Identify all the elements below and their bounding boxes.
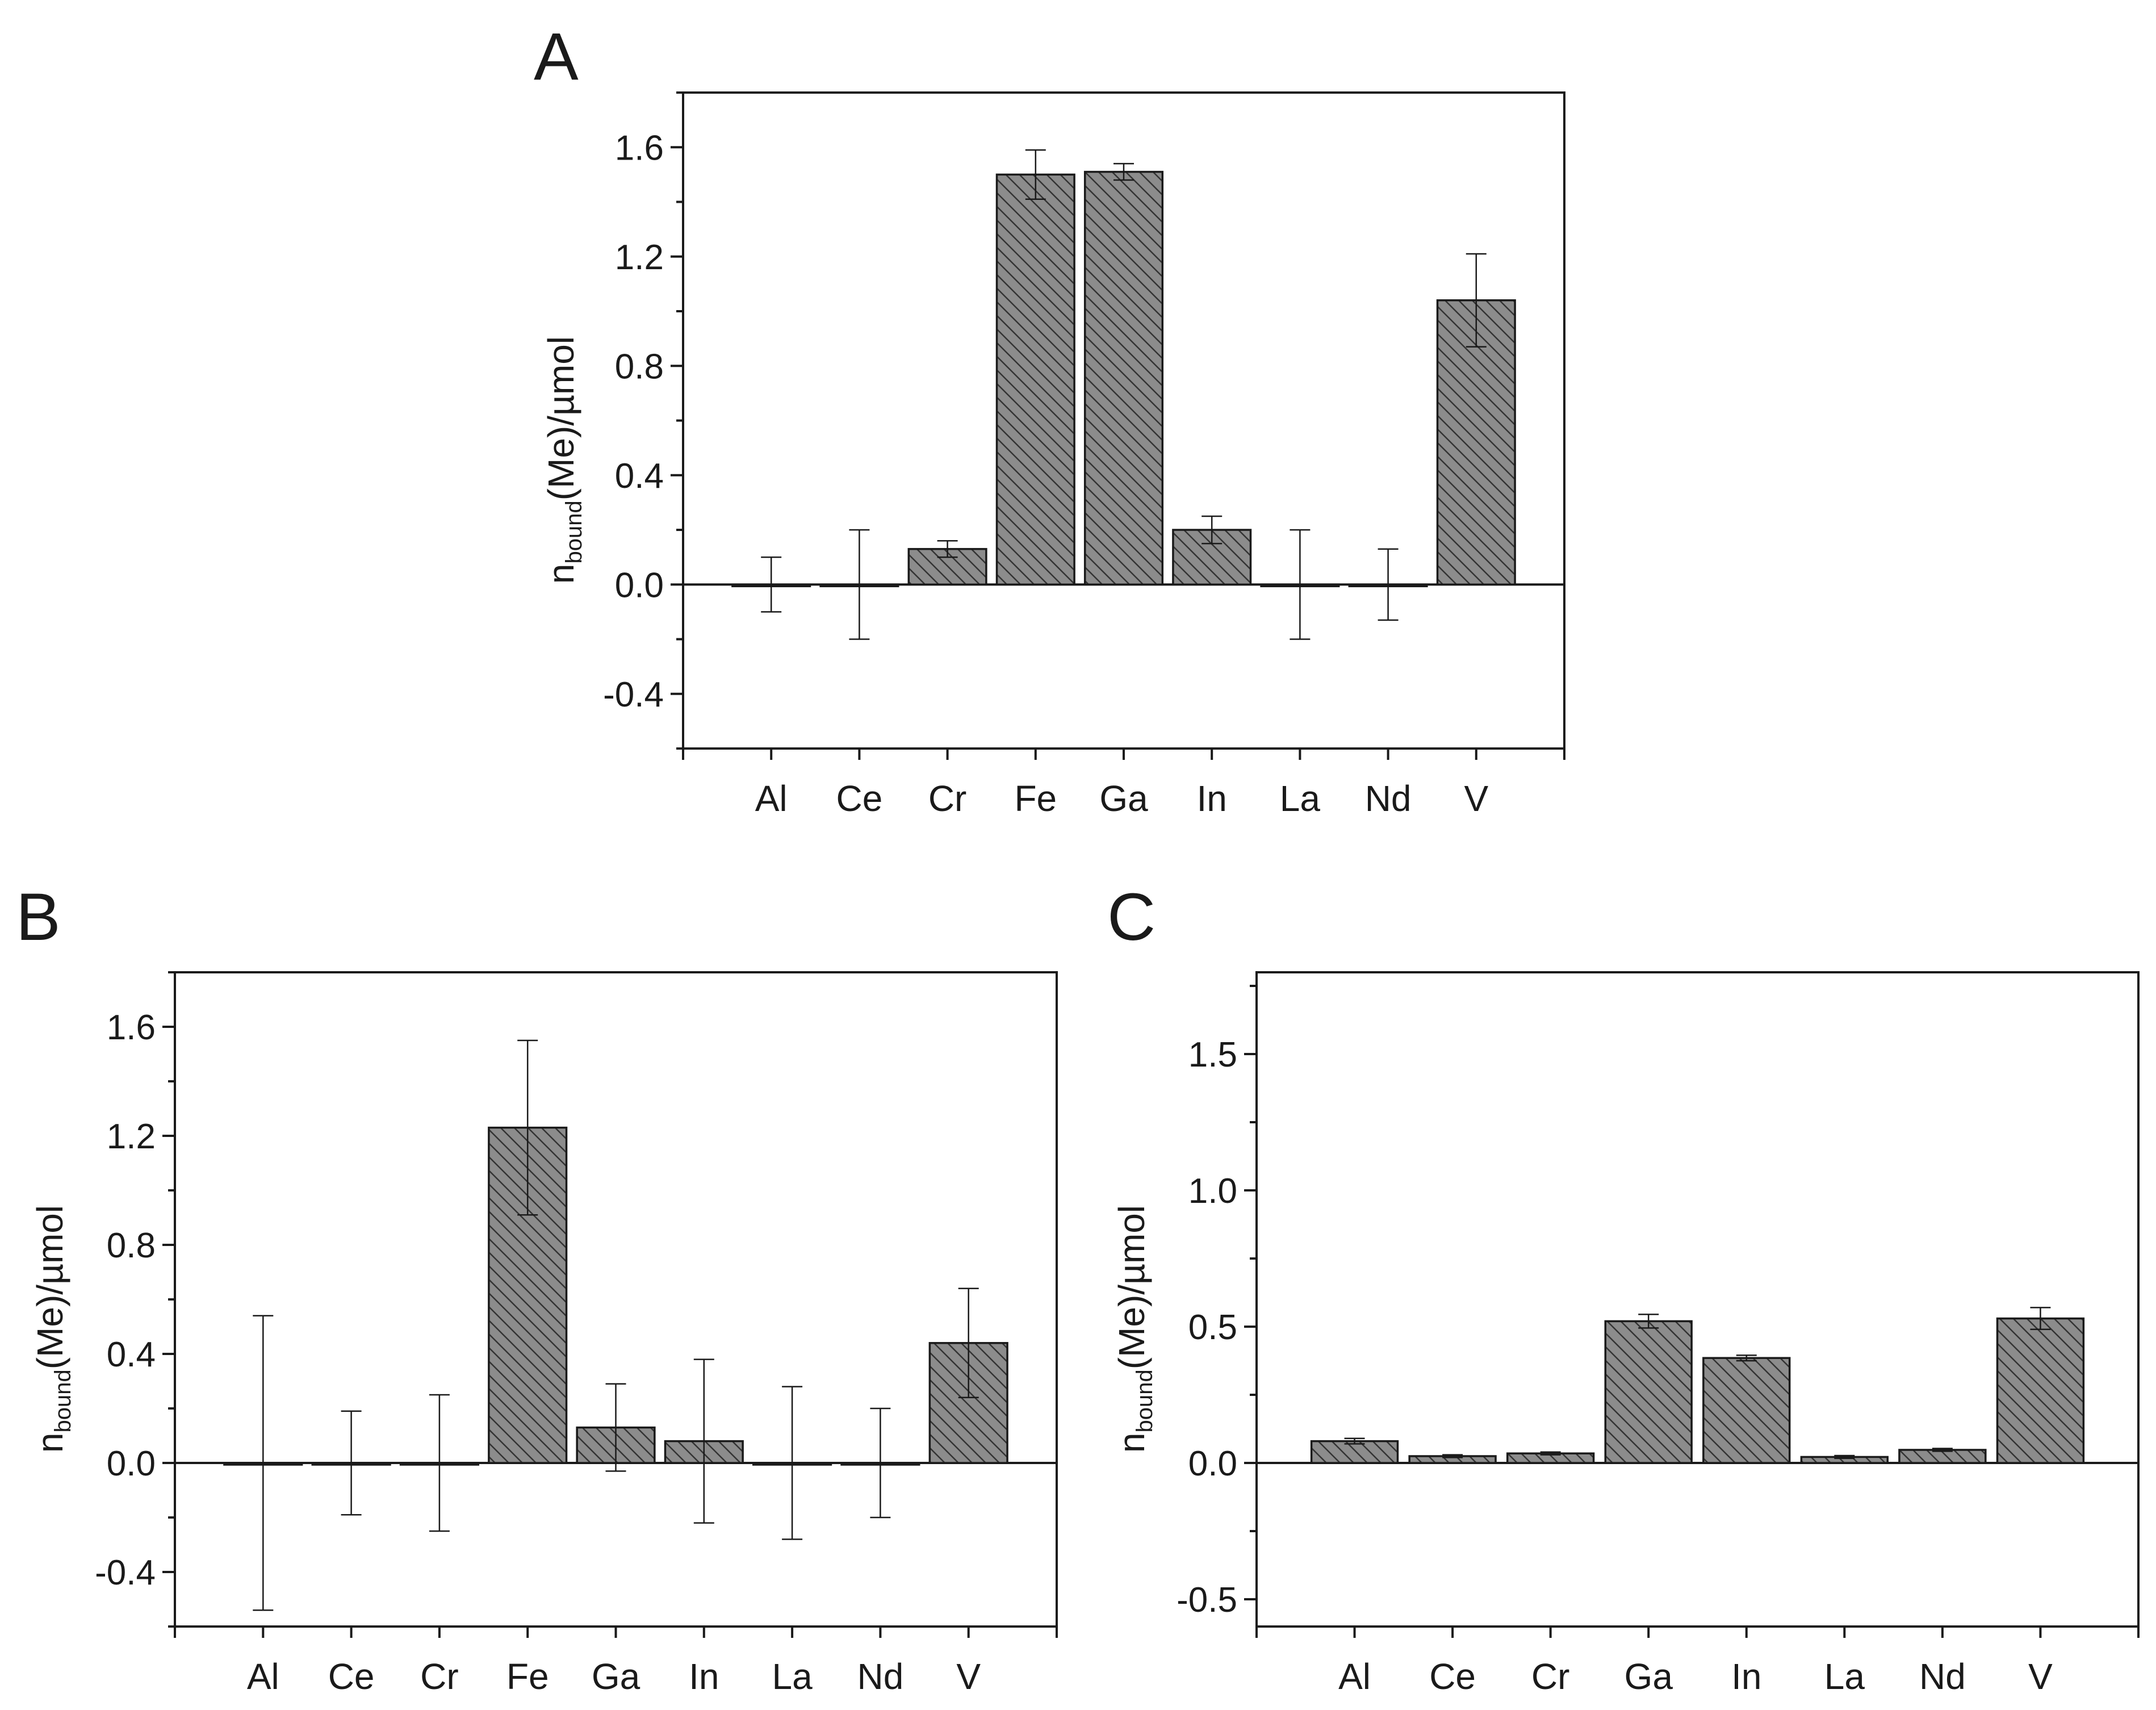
panel-b-category-label: Ga	[592, 1656, 640, 1697]
panel-b-plot: -0.4 0.0 0.4 0.8 1.2 1.6 Al Ce Cr Fe Ga In La Nd V	[95, 971, 1058, 1697]
panel-c-category-label: Cr	[1531, 1656, 1570, 1697]
panel-a-ylabel-main: n	[541, 563, 581, 584]
panel-a-category-label: Cr	[928, 778, 967, 819]
panel-b-ylabel-sub: bound	[51, 1369, 76, 1432]
panel-a-y-tick-label: 0.8	[615, 347, 664, 386]
panel-a-category-label: Al	[755, 778, 788, 819]
panel-b-y-tick-label: 0.8	[107, 1226, 156, 1265]
panel-b: B -0.4 0.0 0.4 0.8 1.2 1.6 Al Ce Cr Fe Ga In La Nd V n…	[16, 880, 1058, 1697]
panel-c-plot: -0.5 0.0 0.5 1.0 1.5 Al Ce Cr Ga In La Nd V	[1177, 971, 2140, 1697]
panel-b-letter: B	[16, 880, 61, 955]
panel-c-bar-v	[1996, 1317, 2085, 1464]
panel-a-category-label: Ga	[1099, 778, 1148, 819]
panel-c-ylabel-sub: bound	[1132, 1369, 1157, 1432]
panel-c-ylabel-tail: (Me)/µmol	[1111, 1205, 1152, 1369]
panel-c-y-tick-label: 1.0	[1188, 1172, 1237, 1211]
panel-a-category-label: V	[1464, 778, 1488, 819]
panel-b-y-tick-label: 1.6	[107, 1008, 156, 1047]
panel-b-y-axis-label: nbound(Me)/µmol	[30, 1205, 76, 1453]
panel-a-y-axis-label: nbound(Me)/µmol	[541, 336, 587, 584]
panel-a-plot: -0.4 0.0 0.4 0.8 1.2 1.6 Al Ce Cr Fe Ga In La Nd V	[603, 91, 1565, 819]
panel-c-ylabel-main: n	[1111, 1432, 1152, 1453]
panel-a-category-label: Ce	[836, 778, 882, 819]
panel-a-category-label: La	[1280, 778, 1321, 819]
panel-a-ylabel-tail: (Me)/µmol	[541, 336, 581, 500]
panel-a-y-tick-label: -0.4	[603, 675, 664, 714]
panel-b-plot-frame	[174, 971, 1058, 1628]
panel-c-bar-ga	[1604, 1320, 1693, 1464]
panel-a-bar-ga	[1083, 170, 1164, 586]
panel-c-y-tick-label: 1.5	[1188, 1035, 1237, 1075]
panel-c-category-label: In	[1731, 1656, 1761, 1697]
panel-c-y-axis-label: nbound(Me)/µmol	[1111, 1205, 1157, 1453]
panel-b-y-tick-label: 1.2	[107, 1117, 156, 1156]
panel-a: A -0.4 0.0 0.4 0.8 1.2 1.6 Al Ce Cr Fe Ga In La Nd V n…	[534, 19, 1565, 819]
panel-b-category-label: La	[772, 1656, 813, 1697]
panel-b-ylabel-main: n	[30, 1432, 70, 1453]
panel-b-category-label: V	[956, 1656, 981, 1697]
panel-a-bar-v	[1436, 299, 1516, 586]
panel-a-ylabel-sub: bound	[562, 500, 587, 563]
panel-c-bar-in	[1702, 1357, 1791, 1464]
panel-a-y-tick-label: 0.0	[615, 566, 664, 605]
panel-a-bar-fe	[995, 173, 1075, 586]
panel-b-y-tick-label: -0.4	[95, 1553, 156, 1592]
panel-a-category-label: Nd	[1365, 778, 1412, 819]
panel-a-y-tick-label: 1.6	[615, 128, 664, 168]
panel-b-y-tick-label: 0.0	[107, 1444, 156, 1483]
panel-c-y-tick-label: 0.5	[1188, 1308, 1237, 1347]
panel-c-category-label: Al	[1338, 1656, 1371, 1697]
panel-b-category-label: Nd	[857, 1656, 903, 1697]
panel-c-category-label: Ce	[1429, 1656, 1476, 1697]
panel-c-category-label: Ga	[1625, 1656, 1673, 1697]
panel-b-ylabel-tail: (Me)/µmol	[30, 1205, 70, 1369]
panel-a-category-label: Fe	[1014, 778, 1057, 819]
panel-c-category-label: V	[2028, 1656, 2053, 1697]
panel-a-y-tick-label: 0.4	[615, 457, 664, 496]
panel-c-y-tick-label: 0.0	[1188, 1444, 1237, 1483]
panel-c-plot-frame	[1255, 971, 2140, 1628]
panel-a-letter: A	[534, 19, 579, 94]
panel-b-y-tick-label: 0.4	[107, 1335, 156, 1374]
panel-b-category-label: Cr	[420, 1656, 459, 1697]
panel-b-category-label: In	[689, 1656, 719, 1697]
panel-c-y-tick-label: -0.5	[1177, 1581, 1237, 1620]
panel-c-letter: C	[1107, 880, 1156, 955]
panel-c: C -0.5 0.0 0.5 1.0 1.5 Al Ce Cr Ga In La Nd V nbound…	[1107, 880, 2140, 1697]
panel-a-category-label: In	[1197, 778, 1227, 819]
panel-a-y-tick-label: 1.2	[615, 238, 664, 277]
panel-b-category-label: Fe	[506, 1656, 549, 1697]
panel-c-category-label: Nd	[1919, 1656, 1966, 1697]
panel-b-category-label: Al	[247, 1656, 279, 1697]
panel-c-category-label: La	[1824, 1656, 1865, 1697]
panel-b-category-label: Ce	[328, 1656, 375, 1697]
